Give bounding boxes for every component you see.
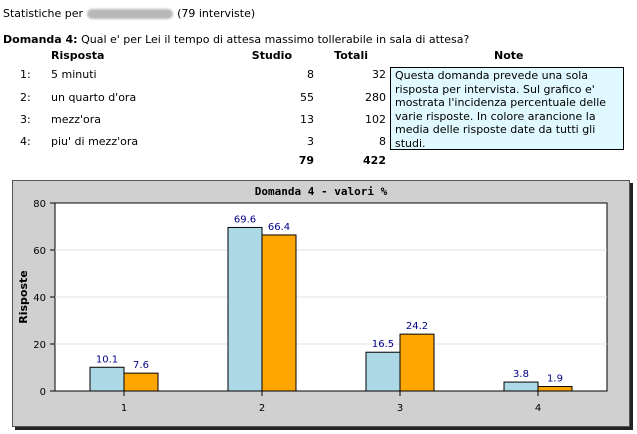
row-studio: 3 bbox=[307, 135, 314, 148]
row-label: mezz'ora bbox=[51, 113, 102, 126]
redacted-name bbox=[87, 9, 174, 19]
chart-title: Domanda 4 - valori % bbox=[254, 185, 388, 198]
header-prefix: Statistiche per bbox=[3, 7, 84, 20]
y-axis-label: Risposte bbox=[17, 270, 30, 324]
row-totali: 102 bbox=[365, 113, 386, 126]
y-tick-label: 80 bbox=[33, 199, 46, 210]
question-label: Domanda 4: bbox=[3, 33, 78, 46]
bar bbox=[365, 351, 401, 392]
bar-value-label: 69.6 bbox=[234, 214, 256, 225]
total-totali: 422 bbox=[363, 154, 386, 167]
total-studio: 79 bbox=[298, 154, 314, 167]
row-totali: 280 bbox=[365, 91, 386, 104]
bar-value-label: 3.8 bbox=[513, 369, 529, 380]
x-tick-label: 4 bbox=[535, 403, 541, 414]
row-label: 5 minuti bbox=[51, 68, 97, 81]
row-studio: 55 bbox=[300, 91, 314, 104]
bar bbox=[503, 381, 539, 392]
row-label: un quarto d'ora bbox=[51, 91, 137, 104]
bar bbox=[123, 372, 159, 392]
header-suffix: (79 interviste) bbox=[177, 7, 256, 20]
row-totali: 8 bbox=[379, 135, 386, 148]
bar-value-label: 1.9 bbox=[547, 374, 563, 385]
chart-panel: Domanda 4 - valori % 0 20 40 60 80 10.1 7.6 69… bbox=[12, 180, 630, 427]
col-header-risposta: Risposta bbox=[51, 49, 105, 62]
bar bbox=[537, 386, 573, 392]
x-tick-label: 2 bbox=[259, 403, 265, 414]
row-label: piu' di mezz'ora bbox=[51, 135, 139, 148]
bar-value-label: 10.1 bbox=[96, 354, 118, 365]
row-totali: 32 bbox=[372, 68, 386, 81]
bar bbox=[89, 366, 125, 392]
y-tick-label: 0 bbox=[40, 387, 46, 398]
question-text: Qual e' per Lei il tempo di attesa massi… bbox=[81, 33, 470, 46]
row-studio: 13 bbox=[300, 113, 314, 126]
note-box: Questa domanda prevede una sola risposta… bbox=[390, 67, 624, 150]
x-tick-label: 3 bbox=[397, 403, 403, 414]
bar-value-label: 16.5 bbox=[372, 339, 394, 350]
bar-value-label: 66.4 bbox=[268, 222, 290, 233]
bar bbox=[261, 234, 297, 392]
row-number: 4: bbox=[20, 135, 31, 148]
col-header-totali: Totali bbox=[334, 49, 368, 62]
row-number: 2: bbox=[20, 91, 31, 104]
bar bbox=[399, 333, 435, 392]
bar-value-label: 24.2 bbox=[406, 321, 428, 332]
bar bbox=[227, 226, 263, 392]
y-tick-label: 60 bbox=[33, 246, 46, 257]
y-tick-label: 20 bbox=[33, 340, 46, 351]
col-header-note: Note bbox=[494, 49, 524, 62]
row-studio: 8 bbox=[307, 68, 314, 81]
bar-value-label: 7.6 bbox=[133, 360, 149, 371]
col-header-studio: Studio bbox=[251, 49, 292, 62]
x-tick-label: 1 bbox=[121, 403, 127, 414]
page-header: Statistiche per (79 interviste) bbox=[3, 7, 255, 20]
question: Domanda 4: Qual e' per Lei il tempo di a… bbox=[3, 33, 469, 46]
row-number: 1: bbox=[20, 68, 31, 81]
y-tick-label: 40 bbox=[33, 293, 46, 304]
row-number: 3: bbox=[20, 113, 31, 126]
